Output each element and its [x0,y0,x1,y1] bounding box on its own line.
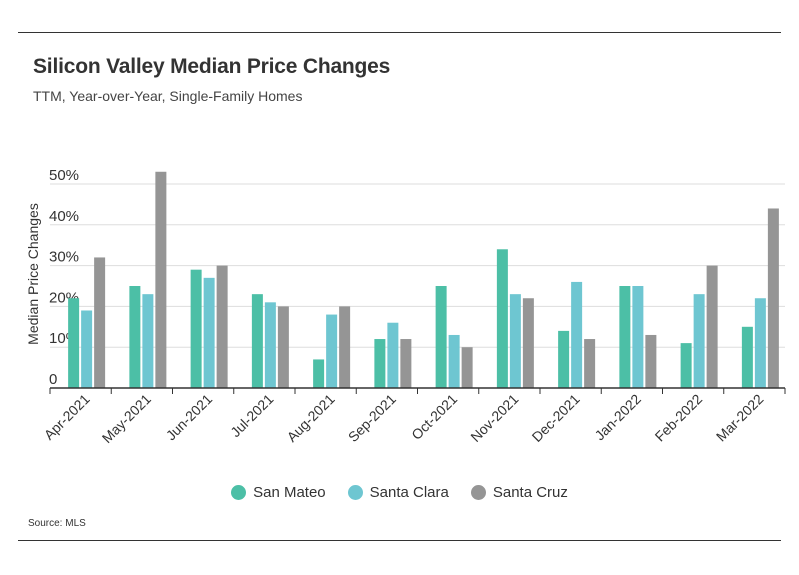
bar-san-mateo [741,326,753,388]
source-note: Source: MLS [28,518,86,529]
bar-santa-cruz [400,339,412,388]
bar-san-mateo [680,343,692,388]
bar-santa-clara [387,322,399,388]
chart-subtitle: TTM, Year-over-Year, Single-Family Homes [33,88,303,104]
y-tick-label: 30% [49,249,79,266]
legend-item-santa-clara: Santa Clara [347,484,449,501]
bar-santa-cruz [94,257,106,388]
legend-swatch-santa-cruz [470,485,486,500]
bar-santa-clara [203,277,215,388]
bottom-rule [18,540,781,541]
bar-santa-cruz [277,306,289,388]
x-tick-label: Mar-2022 [713,391,767,445]
bar-santa-clara [448,334,460,388]
bar-santa-clara [632,286,644,388]
y-tick-label: 40% [49,208,79,225]
bar-santa-cruz [461,347,473,388]
bar-santa-clara [754,298,766,388]
bar-santa-clara [326,314,338,388]
x-tick-label: Feb-2022 [652,391,706,445]
x-tick-label: Nov-2021 [467,391,521,445]
bar-san-mateo [435,286,447,388]
x-tick-label: Sep-2021 [345,391,399,445]
legend-item-san-mateo: San Mateo [231,484,326,501]
bar-santa-clara [142,294,154,388]
bar-santa-cruz [339,306,351,388]
x-tick-label: Aug-2021 [283,391,337,445]
y-tick-label: 50% [49,167,79,184]
x-tick-label: May-2021 [99,391,154,446]
chart-legend: San Mateo Santa Clara Santa Cruz [0,484,799,501]
legend-label-santa-cruz: Santa Cruz [492,484,568,501]
bar-santa-clara [81,310,93,388]
bar-santa-clara [571,281,583,388]
bar-santa-clara [693,294,705,388]
y-tick-label: 0 [49,371,57,388]
bar-santa-clara [264,302,276,388]
bar-santa-cruz [645,334,657,388]
bar-san-mateo [313,359,325,388]
bar-santa-cruz [522,298,534,388]
bar-santa-cruz [584,339,596,388]
legend-label-san-mateo: San Mateo [253,484,326,501]
legend-swatch-san-mateo [231,485,247,500]
x-tick-label: Jul-2021 [227,391,276,440]
y-axis-label: Median Price Changes [25,203,41,345]
bar-santa-cruz [216,265,228,388]
bar-san-mateo [129,286,141,388]
x-tick-label: Apr-2021 [41,391,93,443]
bar-santa-cruz [706,265,718,388]
top-rule [18,32,781,33]
chart-title: Silicon Valley Median Price Changes [33,55,391,78]
x-tick-label: Jan-2022 [591,391,644,444]
bar-san-mateo [558,330,570,388]
bar-san-mateo [374,339,386,388]
x-tick-label: Oct-2021 [408,391,460,443]
bar-san-mateo [619,286,631,388]
bar-santa-clara [509,294,521,388]
legend-swatch-santa-clara [347,485,363,500]
bar-santa-cruz [767,208,779,388]
x-tick-label: Jun-2021 [163,391,216,444]
legend-label-santa-clara: Santa Clara [369,484,449,501]
bar-san-mateo [496,249,508,388]
bar-santa-cruz [155,171,167,388]
x-tick-label: Dec-2021 [529,391,583,445]
bar-san-mateo [190,269,202,388]
bar-san-mateo [68,298,80,388]
bar-san-mateo [251,294,263,388]
legend-item-santa-cruz: Santa Cruz [470,484,568,501]
